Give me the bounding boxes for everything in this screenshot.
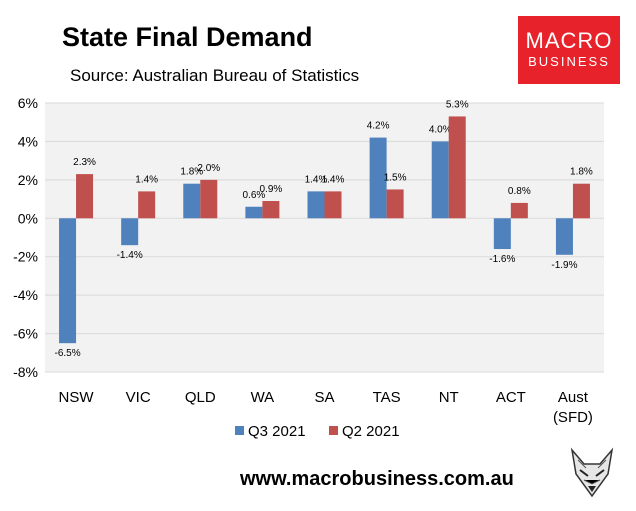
data-label: -1.9%: [551, 260, 577, 271]
logo-line-2: BUSINESS: [528, 54, 610, 69]
x-tick-label: WA: [251, 389, 275, 406]
bar-q2: [138, 191, 156, 219]
data-label: 1.5%: [384, 172, 407, 183]
bar-q3: [555, 218, 573, 255]
chart-source: Source: Australian Bureau of Statistics: [70, 66, 360, 85]
x-tick-label: NSW: [59, 389, 95, 406]
data-label: 2.0%: [197, 163, 220, 174]
y-tick-label: -6%: [13, 326, 38, 342]
bar-q2: [448, 116, 466, 219]
bar-q2: [572, 183, 590, 219]
logo-line-1: MACRO: [525, 28, 613, 53]
bar-q3: [183, 183, 201, 219]
x-tick-label: (SFD): [553, 409, 593, 426]
x-tick-label: Aust: [558, 389, 589, 406]
macrobusiness-logo: MACRO BUSINESS: [518, 16, 620, 84]
x-tick-label: SA: [314, 389, 334, 406]
bar-q2: [200, 179, 218, 219]
bar-q2: [76, 174, 94, 219]
data-label: 1.8%: [570, 167, 593, 178]
bar-q2: [386, 189, 404, 219]
bar-q3: [245, 206, 263, 219]
data-label: 1.4%: [305, 174, 328, 185]
legend-swatch: [235, 426, 244, 435]
footer-url: www.macrobusiness.com.au: [240, 468, 514, 490]
x-tick-label: QLD: [185, 389, 216, 406]
x-tick-label: ACT: [496, 389, 526, 406]
bar-q3: [431, 141, 449, 219]
data-label: 0.8%: [508, 186, 531, 197]
x-tick-label: VIC: [126, 389, 151, 406]
y-tick-label: 2%: [18, 172, 38, 188]
bar-q2: [324, 191, 342, 219]
data-label: 0.9%: [259, 184, 282, 195]
bar-q2: [262, 200, 280, 219]
y-tick-label: -4%: [13, 287, 38, 303]
bar-q3: [493, 218, 511, 250]
data-label: 1.4%: [322, 174, 345, 185]
bar-q3: [369, 137, 387, 219]
data-label: 4.0%: [429, 124, 452, 135]
y-tick-label: -2%: [13, 249, 38, 265]
y-tick-label: 4%: [18, 133, 38, 149]
bar-q3: [59, 218, 77, 344]
data-label: 1.4%: [135, 174, 158, 185]
data-label: -1.4%: [117, 250, 143, 261]
bar-q3: [121, 218, 139, 246]
bar-q2: [510, 202, 528, 219]
data-label: 4.2%: [367, 121, 390, 132]
data-label: 2.3%: [73, 157, 96, 168]
chart-title: State Final Demand: [62, 22, 313, 52]
x-tick-label: NT: [439, 389, 459, 406]
data-label: 5.3%: [446, 99, 469, 110]
data-label: 1.8%: [180, 167, 203, 178]
fox-logo-icon: [566, 446, 618, 500]
bar-q3: [307, 191, 325, 219]
legend-label: Q2 2021: [342, 423, 400, 440]
y-tick-label: 6%: [18, 95, 38, 111]
legend-swatch: [329, 426, 338, 435]
legend-label: Q3 2021: [248, 423, 306, 440]
data-label: -6.5%: [54, 348, 80, 359]
data-label: -1.6%: [489, 254, 515, 265]
x-tick-label: TAS: [373, 389, 401, 406]
y-tick-label: 0%: [18, 210, 38, 226]
y-tick-label: -8%: [13, 364, 38, 380]
data-label: 0.6%: [242, 190, 265, 201]
